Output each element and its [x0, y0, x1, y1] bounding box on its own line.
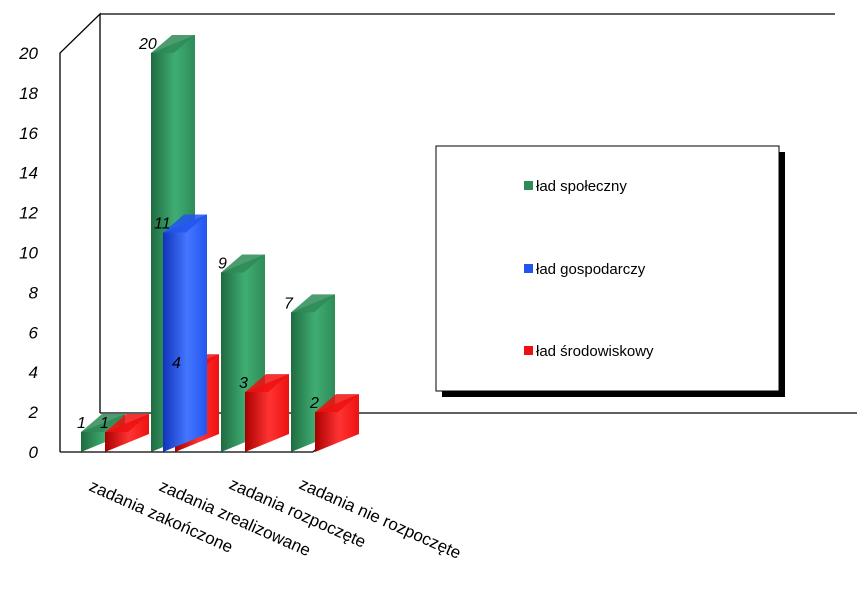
bar-srodowiskowy-3	[245, 374, 289, 452]
y-axis-ticks: 0 2 4 6 8 10 12 14 16 18 20	[18, 44, 38, 462]
y-tick-label: 2	[28, 403, 39, 422]
bar-top	[81, 414, 125, 433]
bar-top	[291, 294, 335, 313]
side-wall-outline	[59, 12, 101, 452]
legend-box	[435, 145, 780, 392]
legend-label-srodowiskowy: ład środowiskowy	[536, 343, 654, 360]
bar-top	[105, 414, 149, 433]
bar-body	[81, 414, 125, 452]
legend: ład społeczny ład gospodarczy ład środow…	[435, 145, 785, 397]
data-labels: 1 1 20 4 11 9 3 7 2	[77, 36, 319, 432]
data-label: 9	[218, 255, 227, 272]
y-tick-label: 0	[29, 443, 39, 462]
legend-swatch-gospodarczy	[524, 264, 533, 273]
bar-body	[245, 374, 289, 452]
bar-spoleczny-1	[81, 414, 125, 452]
y-tick-label: 10	[19, 244, 38, 263]
data-label: 1	[77, 415, 86, 432]
data-label: 4	[172, 355, 181, 372]
bar-srodowiskowy-1	[105, 414, 149, 452]
data-label: 1	[100, 415, 109, 432]
data-label: 20	[138, 36, 157, 53]
bar-srodowiskowy-4	[315, 394, 359, 452]
bar-top	[151, 35, 195, 53]
data-label: 3	[239, 375, 248, 392]
bar-gospodarczy-2	[163, 214, 207, 452]
y-tick-label: 8	[29, 283, 39, 302]
legend-label-spoleczny: ład społeczny	[536, 178, 627, 195]
bar-top	[315, 394, 359, 413]
y-tick-label: 20	[18, 44, 38, 63]
y-tick-label: 4	[29, 363, 38, 382]
y-tick-label: 12	[19, 204, 38, 223]
legend-swatch-spoleczny	[524, 181, 533, 190]
bars	[81, 35, 359, 452]
legend-label-gospodarczy: ład gospodarczy	[536, 261, 646, 278]
data-label: 2	[309, 395, 319, 412]
bar-top	[221, 254, 265, 273]
legend-swatch-srodowiskowy	[524, 346, 533, 355]
y-tick-label: 18	[19, 84, 38, 103]
data-label: 7	[284, 295, 294, 312]
data-label: 11	[154, 216, 171, 233]
bar-body	[163, 214, 207, 452]
y-tick-label: 14	[19, 164, 38, 183]
y-tick-label: 6	[29, 323, 39, 342]
bar-body	[105, 414, 149, 452]
bar-top	[245, 374, 289, 393]
y-tick-label: 16	[19, 124, 38, 143]
bar-top	[163, 214, 207, 233]
